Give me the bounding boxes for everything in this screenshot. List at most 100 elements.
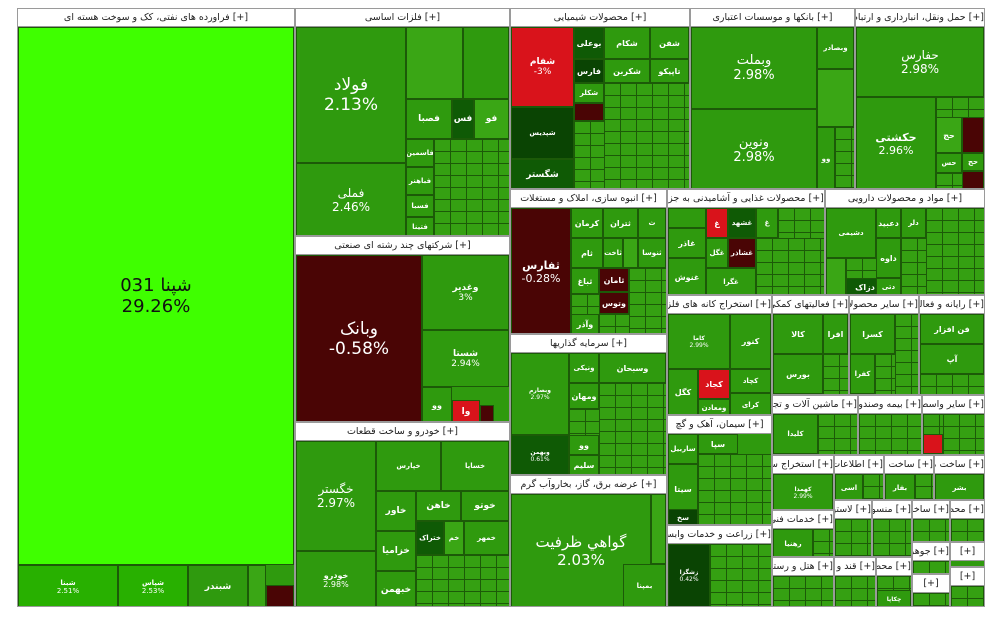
stock-tile[interactable]: کاما 2.99%	[668, 314, 730, 369]
stock-tile[interactable]	[248, 565, 266, 606]
sector-header[interactable]: [+] سایر واسطه گریهای مالی	[923, 396, 984, 414]
sector-header[interactable]: [+] خدمات فنی و مهندسی	[773, 511, 833, 529]
small-stocks-grid[interactable]	[416, 555, 509, 606]
small-stocks-grid[interactable]	[599, 314, 629, 333]
stock-tile[interactable]: خاور	[376, 491, 416, 531]
sector-header[interactable]: [+] محصولات غذایی و آشامیدنی به جز	[668, 190, 824, 208]
small-stocks-grid[interactable]	[943, 414, 984, 454]
stock-tile[interactable]: وغدیر 3%	[422, 255, 509, 330]
stock-tile[interactable]: خزامیا	[376, 531, 416, 571]
small-stocks-grid[interactable]	[813, 529, 833, 556]
stock-tile[interactable]: چکاپا	[877, 590, 911, 606]
stock-tile[interactable]: حس	[936, 153, 962, 173]
sector-header[interactable]: [+] اطلاعات و ارتباطات	[835, 456, 883, 474]
stock-tile[interactable]: فملی 2.46%	[296, 163, 406, 235]
sector-header[interactable]: [+] فعالیتهای کمکی به نهادهای مالی	[773, 296, 848, 314]
stock-tile[interactable]: زشگزا 0.42%	[668, 544, 710, 606]
stock-tile[interactable]: بشر	[935, 474, 984, 499]
small-stocks-grid[interactable]	[913, 519, 949, 541]
stock-tile[interactable]: تاپیکو	[650, 59, 689, 83]
stock-tile[interactable]: وبانک -0.58%	[296, 255, 422, 421]
stock-tile[interactable]: حج	[936, 117, 962, 153]
stock-tile[interactable]: فو	[474, 99, 509, 139]
stock-tile[interactable]: آپ	[920, 344, 984, 374]
sector-header[interactable]: [+] سرمایه گذاریها	[511, 335, 666, 353]
stock-tile[interactable]: داوه	[876, 238, 901, 278]
sector-header[interactable]: [+] مواد و محصولات دارویی	[826, 190, 984, 208]
sector-header[interactable]: [+] حمل ونقل، انبارداری و ارتباط	[856, 9, 984, 27]
sector-header[interactable]: [+]	[951, 568, 984, 586]
stock-tile[interactable]: دشیمی	[826, 208, 876, 258]
stock-tile[interactable]: رهنیا	[773, 529, 813, 556]
sector-header[interactable]: [+] محصولات کاغذی	[877, 558, 911, 576]
sector-header[interactable]: [+] فراورده های نفتی، کک و سوخت هسته ای	[18, 9, 294, 27]
stock-tile[interactable]: سخ	[668, 509, 698, 524]
sector-header[interactable]: [+] بانکها و موسسات اعتباری	[691, 9, 854, 27]
stock-tile[interactable]: شستا 2.94%	[422, 330, 509, 387]
stock-tile[interactable]: خودرو 2.98%	[296, 551, 376, 606]
small-stocks-grid[interactable]	[604, 83, 689, 188]
stock-tile[interactable]	[574, 103, 604, 121]
sector-header[interactable]: [+] جوهرها	[913, 543, 949, 561]
stock-tile[interactable]: کرمان	[571, 208, 603, 238]
stock-tile[interactable]: اسی	[835, 474, 863, 499]
small-stocks-grid[interactable]	[873, 519, 911, 556]
stock-tile[interactable]	[651, 494, 666, 564]
stock-tile[interactable]	[817, 69, 854, 127]
stock-tile[interactable]: افرا	[823, 314, 848, 354]
small-stocks-grid[interactable]	[951, 519, 984, 541]
small-stocks-grid[interactable]	[936, 173, 962, 188]
stock-tile[interactable]: وو	[817, 127, 835, 188]
stock-tile[interactable]: غگل	[706, 238, 728, 268]
small-stocks-grid[interactable]	[846, 258, 876, 278]
stock-tile[interactable]: ثتران	[603, 208, 638, 238]
small-stocks-grid[interactable]	[434, 139, 509, 235]
stock-tile[interactable]: وبملت 2.98%	[691, 27, 817, 109]
small-stocks-grid[interactable]	[951, 586, 984, 606]
stock-tile[interactable]: بورس	[773, 354, 823, 394]
stock-tile[interactable]: دعبید	[876, 208, 901, 238]
sector-header[interactable]: [+] عرضه برق، گاز، بخاروآب گرم	[511, 476, 666, 494]
stock-tile[interactable]: کنور	[730, 314, 771, 369]
stock-tile[interactable]: ثباغ	[571, 268, 599, 294]
small-stocks-grid[interactable]	[569, 409, 599, 435]
sector-header[interactable]: [+] استخراج سایر معادن	[773, 456, 833, 474]
sector-header[interactable]: [+] محصولات چوبی	[951, 501, 984, 519]
stock-tile[interactable]	[623, 238, 638, 268]
small-stocks-grid[interactable]	[901, 238, 926, 294]
stock-tile[interactable]: وآذر	[571, 314, 599, 333]
sector-header[interactable]: [+] سیمان، آهک و گچ	[668, 416, 771, 434]
stock-tile[interactable]: خساپا	[441, 441, 509, 491]
sector-header[interactable]: [+] خودرو و ساخت قطعات	[296, 423, 509, 441]
small-stocks-grid[interactable]	[875, 354, 895, 394]
stock-tile[interactable]: وبصارم 2.97%	[511, 353, 569, 435]
small-stocks-grid[interactable]	[913, 593, 949, 606]
stock-tile[interactable]: ختراک	[416, 521, 444, 555]
stock-tile[interactable]: دتی	[876, 278, 901, 294]
sector-header[interactable]: [+] محصولات شیمیایی	[511, 9, 689, 27]
stock-tile[interactable]	[962, 117, 984, 153]
stock-tile[interactable]: شفام -3%	[511, 27, 574, 107]
stock-tile[interactable]: وا	[452, 400, 480, 421]
sector-header[interactable]: [+] استخراج کانه های فلزی	[668, 296, 771, 314]
stock-tile[interactable]: وبصادر	[817, 27, 854, 69]
sector-header[interactable]: [+] ساخت محصولات	[913, 501, 949, 519]
stock-tile[interactable]	[406, 27, 463, 99]
stock-tile[interactable]	[923, 434, 943, 454]
stock-tile[interactable]: فس	[452, 99, 474, 139]
stock-tile[interactable]: شبنا 2.51%	[18, 565, 118, 606]
small-stocks-grid[interactable]	[920, 374, 984, 394]
stock-tile[interactable]: غنوش	[668, 258, 706, 294]
stock-tile[interactable]: فارس	[574, 59, 604, 83]
stock-tile[interactable]: کگل	[668, 369, 698, 414]
stock-tile[interactable]	[962, 171, 984, 188]
stock-tile[interactable]: فولاد 2.13%	[296, 27, 406, 163]
sector-header[interactable]: [+] زراعت و خدمات وابسته	[668, 526, 771, 544]
stock-tile[interactable]: ونیکی	[569, 353, 599, 383]
small-stocks-grid[interactable]	[835, 576, 875, 606]
stock-tile[interactable]: کسرا	[850, 314, 895, 354]
stock-tile[interactable]: کلیدا	[773, 414, 818, 454]
stock-tile[interactable]: بوعلی	[574, 27, 604, 59]
sector-header[interactable]: [+] رایانه و فعالیت‌های وابسته	[920, 296, 984, 314]
stock-tile[interactable]: شگستر	[511, 159, 574, 188]
